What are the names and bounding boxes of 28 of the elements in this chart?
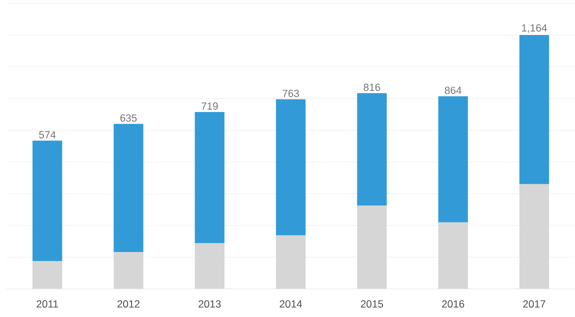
annotation: 574 [39,131,56,139]
bar [438,96,468,223]
x-tick-label: 2014 [280,300,302,308]
bar [114,252,144,290]
bar [357,206,387,290]
annotation: 1,164 [522,24,547,34]
x-tick-label: 2016 [442,300,464,308]
bar [276,99,306,236]
bar [194,243,224,290]
annotation: 763 [282,90,299,98]
x-tick-label: 2012 [117,300,140,308]
bar [357,93,387,206]
annotation: 816 [364,84,380,92]
annotation: 864 [444,86,462,94]
x-tick-label: 2017 [523,300,546,308]
bar [519,184,550,290]
bar [276,236,306,290]
annotation: 635 [120,114,137,122]
x-tick-label: 2013 [198,300,221,308]
bar [32,261,62,290]
annotation: 719 [202,102,218,110]
bar [194,112,224,244]
bar [438,222,468,290]
bar [519,35,550,184]
x-tick-label: 2015 [360,300,384,308]
bar [114,124,144,252]
x-tick-label: 2011 [36,300,58,308]
bar [32,140,62,262]
